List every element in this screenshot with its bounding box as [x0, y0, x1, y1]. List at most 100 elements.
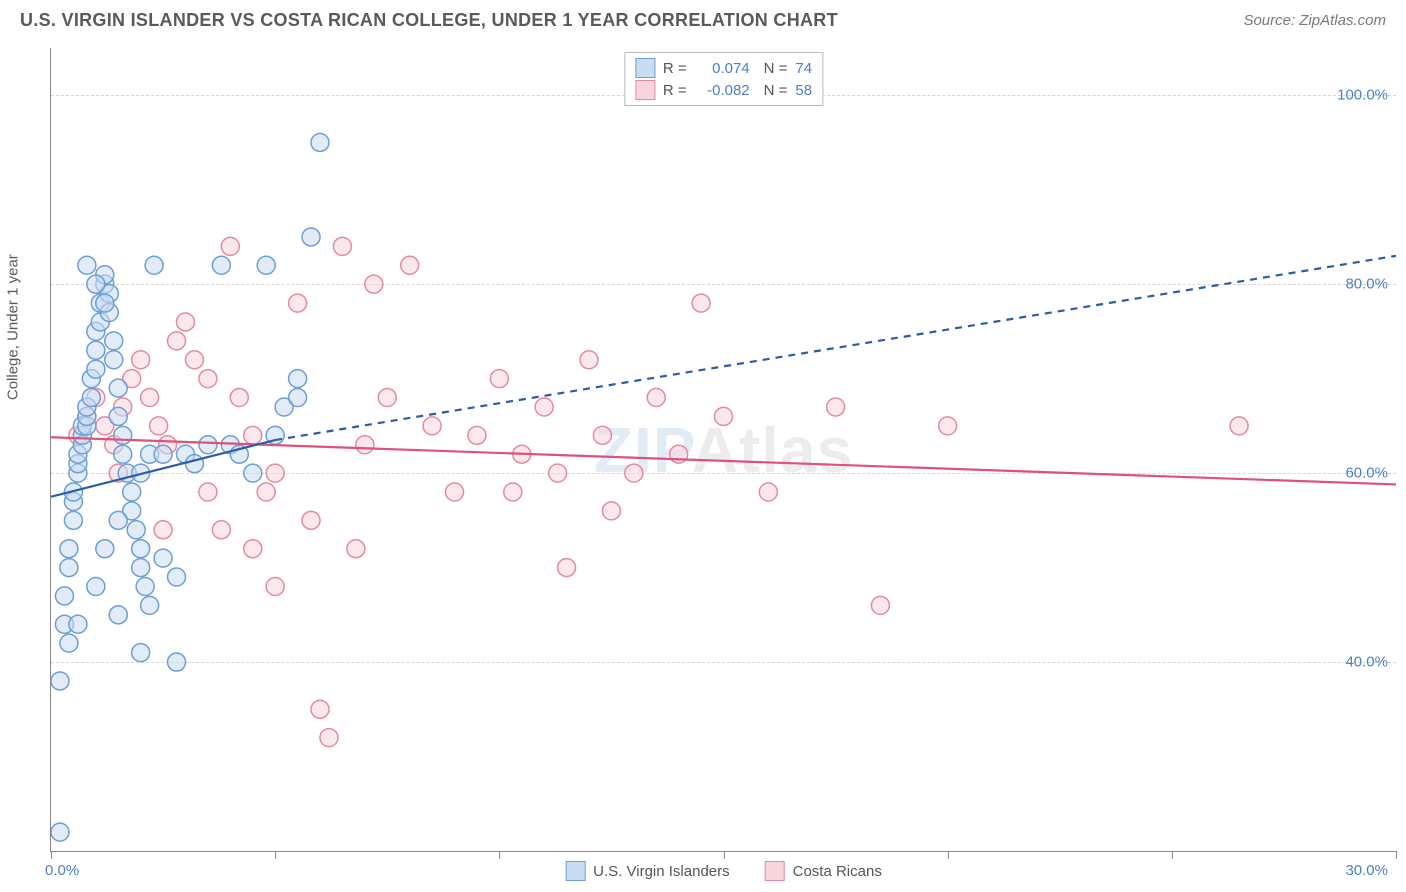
- data-point: [185, 351, 203, 369]
- data-point: [647, 389, 665, 407]
- correlation-legend: R = 0.074 N = 74 R = -0.082 N = 58: [624, 52, 823, 106]
- data-point: [289, 294, 307, 312]
- data-point: [78, 256, 96, 274]
- data-point: [871, 596, 889, 614]
- n-label: N =: [764, 60, 788, 77]
- data-point: [87, 275, 105, 293]
- data-point: [168, 568, 186, 586]
- data-point: [266, 464, 284, 482]
- legend-row-usvi: R = 0.074 N = 74: [635, 57, 812, 79]
- data-point: [60, 559, 78, 577]
- x-tick: [1396, 851, 1397, 859]
- data-point: [123, 483, 141, 501]
- data-point: [154, 549, 172, 567]
- data-point: [199, 483, 217, 501]
- data-point: [289, 370, 307, 388]
- data-point: [257, 256, 275, 274]
- n-value-costa: 58: [795, 82, 812, 99]
- data-point: [593, 426, 611, 444]
- n-value-usvi: 74: [795, 60, 812, 77]
- data-point: [333, 237, 351, 255]
- x-tick: [499, 851, 500, 859]
- data-point: [827, 398, 845, 416]
- data-point: [558, 559, 576, 577]
- data-point: [185, 455, 203, 473]
- data-point: [154, 445, 172, 463]
- data-point: [244, 540, 262, 558]
- data-point: [302, 511, 320, 529]
- data-point: [109, 606, 127, 624]
- data-point: [244, 426, 262, 444]
- scatter-svg: [51, 48, 1396, 851]
- data-point: [311, 700, 329, 718]
- data-point: [199, 370, 217, 388]
- x-tick: [724, 851, 725, 859]
- data-point: [490, 370, 508, 388]
- data-point: [580, 351, 598, 369]
- data-point: [212, 256, 230, 274]
- x-tick: [275, 851, 276, 859]
- data-point: [141, 596, 159, 614]
- data-point: [177, 313, 195, 331]
- data-point: [136, 577, 154, 595]
- data-point: [504, 483, 522, 501]
- chart-plot-area: College, Under 1 year ZIPAtlas R = 0.074…: [50, 48, 1396, 852]
- data-point: [311, 133, 329, 151]
- legend-row-costa: R = -0.082 N = 58: [635, 79, 812, 101]
- data-point: [266, 577, 284, 595]
- data-point: [715, 407, 733, 425]
- data-point: [423, 417, 441, 435]
- data-point: [69, 615, 87, 633]
- data-point: [55, 587, 73, 605]
- x-tick: [1172, 851, 1173, 859]
- swatch-usvi: [635, 58, 655, 78]
- data-point: [82, 389, 100, 407]
- data-point: [132, 540, 150, 558]
- data-point: [51, 823, 69, 841]
- data-point: [356, 436, 374, 454]
- data-point: [60, 540, 78, 558]
- r-value-costa: -0.082: [695, 82, 750, 99]
- data-point: [199, 436, 217, 454]
- n-label: N =: [764, 82, 788, 99]
- data-point: [549, 464, 567, 482]
- data-point: [64, 511, 82, 529]
- data-point: [132, 559, 150, 577]
- data-point: [132, 351, 150, 369]
- legend-label-usvi: U.S. Virgin Islanders: [593, 863, 729, 880]
- data-point: [692, 294, 710, 312]
- x-tick: [51, 851, 52, 859]
- data-point: [105, 351, 123, 369]
- legend-label-costa: Costa Ricans: [793, 863, 882, 880]
- data-point: [96, 540, 114, 558]
- data-point: [320, 729, 338, 747]
- data-point: [535, 398, 553, 416]
- y-axis-title: College, Under 1 year: [5, 254, 22, 400]
- series-legend: U.S. Virgin Islanders Costa Ricans: [565, 861, 882, 881]
- data-point: [625, 464, 643, 482]
- swatch-costa: [635, 80, 655, 100]
- data-point: [939, 417, 957, 435]
- r-label: R =: [663, 82, 687, 99]
- data-point: [109, 511, 127, 529]
- data-point: [221, 237, 239, 255]
- data-point: [468, 426, 486, 444]
- data-point: [141, 389, 159, 407]
- x-label-max: 30.0%: [1345, 862, 1388, 879]
- legend-item-costa: Costa Ricans: [765, 861, 882, 881]
- data-point: [378, 389, 396, 407]
- data-point: [302, 228, 320, 246]
- data-point: [230, 389, 248, 407]
- data-point: [109, 379, 127, 397]
- swatch-usvi-bottom: [565, 861, 585, 881]
- data-point: [87, 577, 105, 595]
- data-point: [347, 540, 365, 558]
- r-value-usvi: 0.074: [695, 60, 750, 77]
- data-point: [105, 332, 123, 350]
- data-point: [87, 341, 105, 359]
- data-point: [150, 417, 168, 435]
- x-label-min: 0.0%: [45, 862, 79, 879]
- data-point: [212, 521, 230, 539]
- data-point: [145, 256, 163, 274]
- x-tick: [948, 851, 949, 859]
